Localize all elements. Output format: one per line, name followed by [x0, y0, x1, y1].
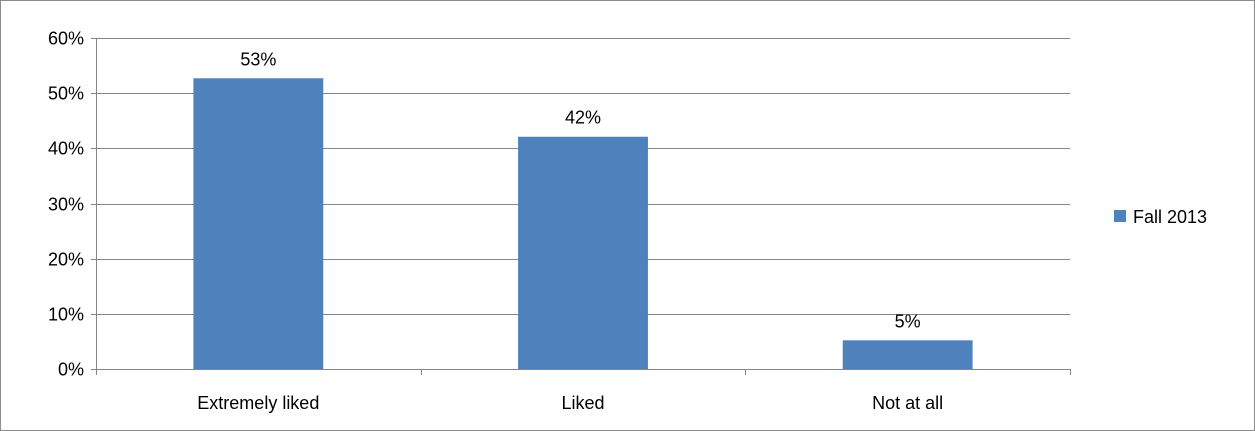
x-category-label: Extremely liked	[197, 393, 319, 413]
data-label: 42%	[565, 108, 601, 128]
y-tick-label: 20%	[48, 250, 84, 270]
x-category-label: Not at all	[872, 393, 943, 413]
data-labels: 53% 42% 5%	[240, 49, 920, 331]
data-label: 5%	[895, 311, 921, 331]
y-tick-label: 30%	[48, 195, 84, 215]
x-category-label: Liked	[561, 393, 604, 413]
bar-liked	[518, 136, 648, 369]
y-tick-label: 10%	[48, 305, 84, 325]
data-label: 53%	[240, 49, 276, 69]
legend-label-fall-2013: Fall 2013	[1133, 207, 1207, 227]
bar-extremely-liked	[193, 78, 324, 369]
legend-swatch-fall-2013	[1114, 210, 1126, 222]
y-tick-label: 0%	[58, 360, 84, 380]
bars	[193, 78, 973, 369]
y-tick-label: 40%	[48, 139, 84, 159]
y-tick-label: 50%	[48, 84, 84, 104]
legend: Fall 2013	[1114, 207, 1207, 227]
bar-not-at-all	[842, 340, 973, 369]
y-tick-label: 60%	[48, 29, 84, 49]
y-axis-tick-labels: 0% 10% 20% 30% 40% 50% 60%	[48, 29, 84, 380]
axes	[96, 38, 1071, 375]
x-axis-category-labels: Extremely liked Liked Not at all	[197, 393, 943, 413]
